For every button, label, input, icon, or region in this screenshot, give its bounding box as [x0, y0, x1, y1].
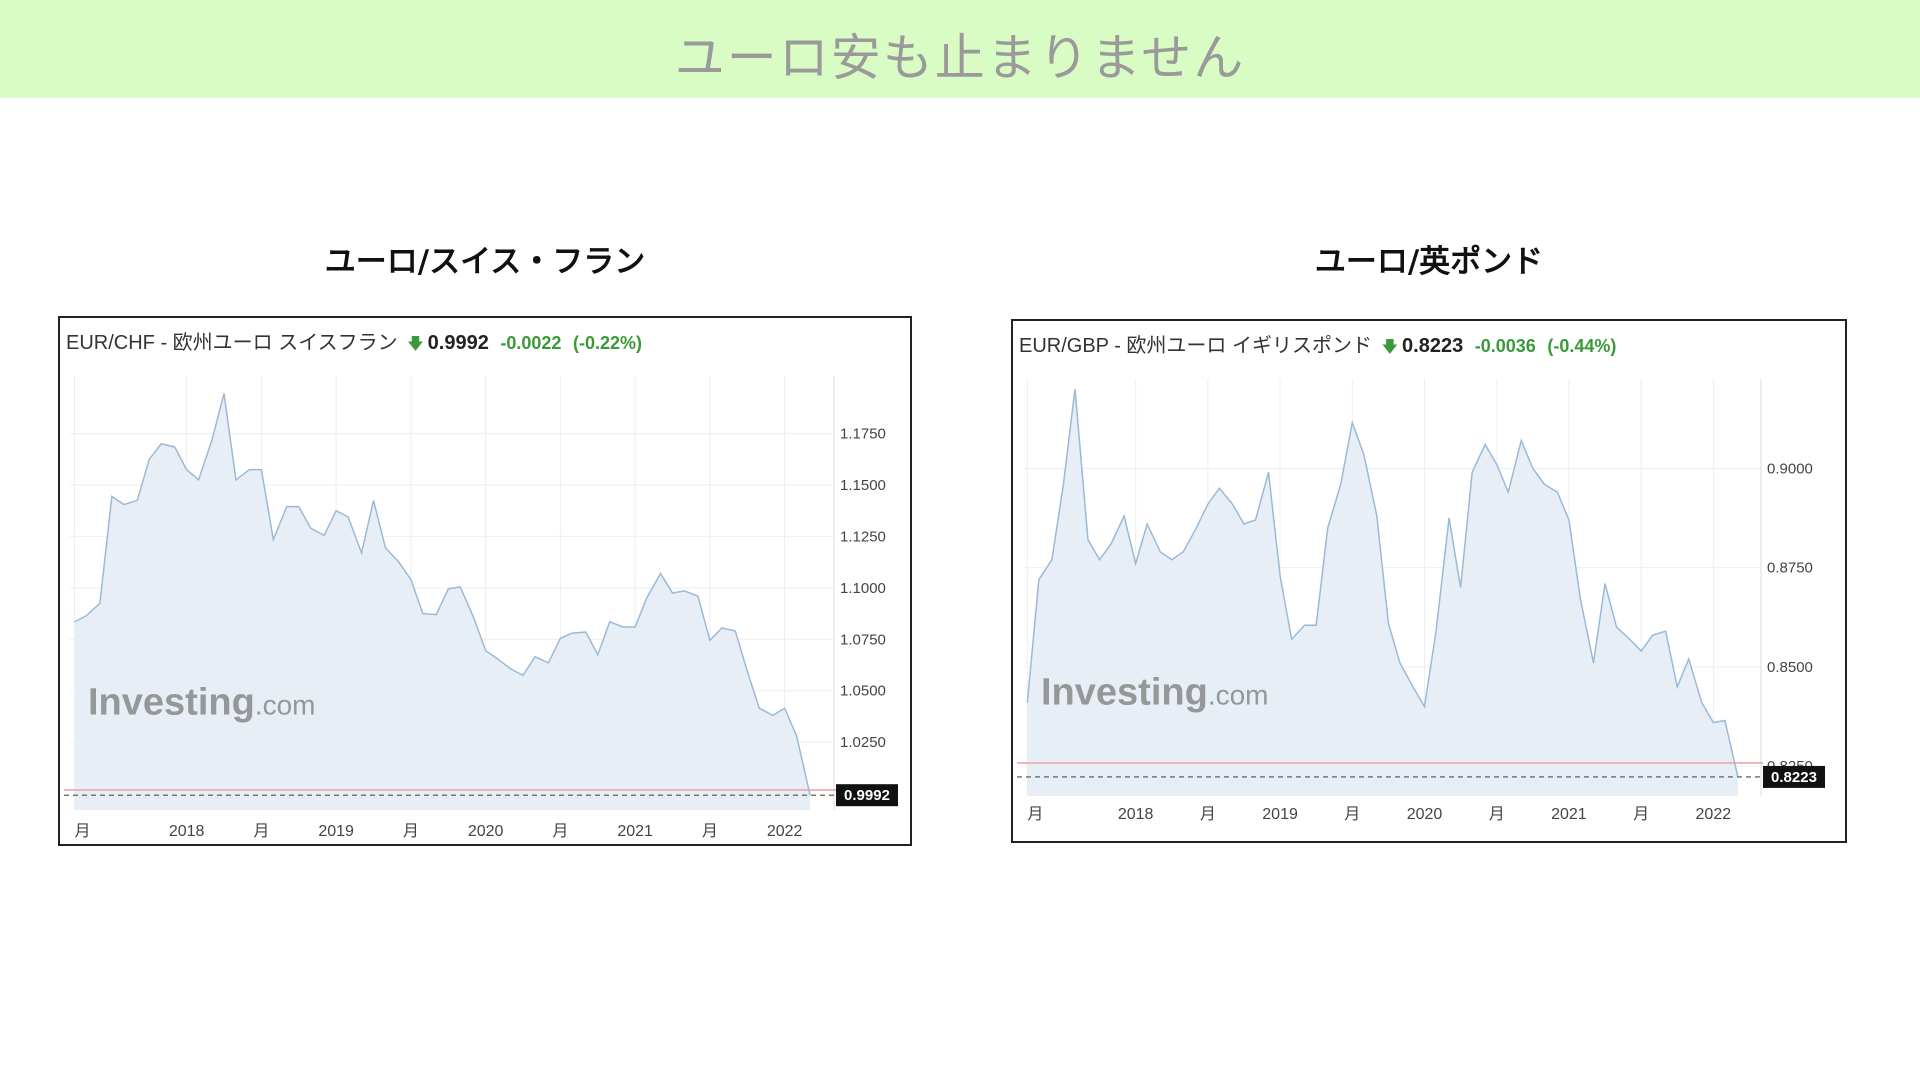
- price-value: 0.8223: [1402, 335, 1464, 357]
- x-tick-label: 月: [1489, 806, 1505, 823]
- y-tick-label: 0.8750: [1767, 560, 1813, 577]
- change-value: -0.0036: [1474, 336, 1536, 356]
- series-line: [1026, 388, 1739, 778]
- last-value-badge: [836, 784, 898, 807]
- quote-header-eurgbp: EUR/GBP - 欧州ユーロ イギリスポンド 🡇 0.8223 -0.0036 …: [1019, 329, 1616, 363]
- y-tick-label: 0.9000: [1767, 460, 1813, 477]
- pair-label: EUR/GBP - 欧州ユーロ イギリスポンド: [1019, 335, 1372, 357]
- x-tick-label: 2021: [1551, 806, 1587, 823]
- watermark-suffix: .com: [255, 690, 316, 721]
- x-tick-label: 月: [1200, 806, 1216, 823]
- y-tick-label: 1.1250: [840, 528, 886, 545]
- x-tick-label: 2022: [767, 823, 803, 840]
- x-tick-label: 月: [1633, 806, 1649, 823]
- x-tick-label: 月: [702, 823, 718, 840]
- down-arrow-icon: 🡇: [1381, 339, 1399, 356]
- x-tick-label: 2018: [169, 823, 205, 840]
- watermark-suffix: .com: [1208, 679, 1269, 710]
- price-value: 0.9992: [427, 332, 489, 354]
- chart-frame-eurchf: EUR/CHF - 欧州ユーロ スイスフラン 🡇 0.9992 -0.0022 (…: [58, 316, 912, 846]
- quote-header-eurchf: EUR/CHF - 欧州ユーロ スイスフラン 🡇 0.9992 -0.0022 (…: [66, 326, 642, 360]
- series-line: [74, 393, 811, 796]
- y-tick-label: 1.0250: [840, 734, 886, 751]
- x-tick-label: 2021: [617, 823, 653, 840]
- down-arrow-icon: 🡇: [407, 336, 424, 353]
- chart-title-eurchf: ユーロ/スイス・フラン: [324, 244, 646, 280]
- last-value-label: 0.9992: [844, 787, 890, 804]
- x-tick-label: 2020: [468, 823, 504, 840]
- x-tick-label: 2018: [1118, 806, 1154, 823]
- x-tick-label: 月: [403, 823, 419, 840]
- y-tick-label: 1.1750: [840, 426, 886, 443]
- chart-title-eurgbp: ユーロ/英ポンド: [1314, 244, 1544, 280]
- x-tick-label: 2019: [1262, 806, 1298, 823]
- change-value: -0.0022: [500, 333, 562, 353]
- change-percent: (-0.44%): [1547, 336, 1617, 356]
- watermark-brand: Investing: [1041, 671, 1208, 713]
- x-tick-label: 月: [1344, 806, 1360, 823]
- slide-title: ユーロ安も止まりません: [674, 29, 1246, 87]
- chart-svg-eurgbp: 0.90000.87500.85000.8250Investing.com0.8…: [1017, 379, 1825, 823]
- y-tick-label: 0.8500: [1767, 659, 1813, 676]
- last-value-badge: [1763, 765, 1825, 788]
- y-tick-label: 1.1000: [840, 580, 886, 597]
- title-banner: ユーロ安も止まりません: [0, 0, 1920, 98]
- watermark-brand: Investing: [88, 682, 255, 724]
- watermark-logo: Investing.com: [88, 682, 316, 724]
- change-percent: (-0.22%): [573, 333, 643, 353]
- y-tick-label: 1.1500: [840, 477, 886, 494]
- y-tick-label: 1.0750: [840, 631, 886, 648]
- x-tick-label: 月: [74, 823, 90, 840]
- x-tick-label: 月: [552, 823, 568, 840]
- series-area: [1027, 388, 1738, 796]
- x-tick-label: 2020: [1407, 806, 1443, 823]
- x-tick-label: 2022: [1696, 806, 1732, 823]
- pair-label: EUR/CHF - 欧州ユーロ スイスフラン: [66, 332, 398, 354]
- x-tick-label: 月: [253, 823, 269, 840]
- x-tick-label: 月: [1027, 806, 1043, 823]
- x-tick-label: 2019: [318, 823, 354, 840]
- chart-svg-eurchf: 1.1750 1.1500 1.1250 1.1000 1.0750 1.0500 1.02…: [64, 376, 898, 840]
- y-tick-label: 1.0500: [840, 683, 886, 700]
- watermark-logo: Investing.com: [1041, 671, 1269, 713]
- last-value-label: 0.8223: [1771, 769, 1817, 786]
- chart-frame-eurgbp: EUR/GBP - 欧州ユーロ イギリスポンド 🡇 0.8223 -0.0036 …: [1011, 319, 1847, 843]
